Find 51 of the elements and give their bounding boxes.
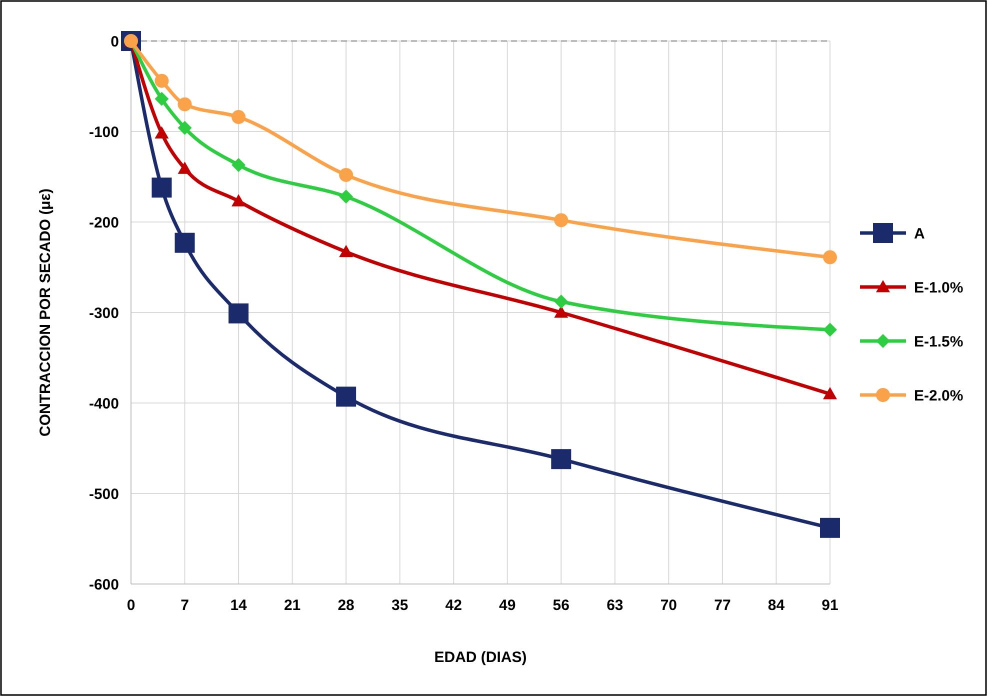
x-tick-label: 21 xyxy=(284,597,301,614)
y-tick-label: 0 xyxy=(110,33,119,50)
point xyxy=(174,232,195,253)
x-axis-title: EDAD (DIAS) xyxy=(434,649,527,666)
x-tick-label: 56 xyxy=(552,597,570,614)
point xyxy=(339,244,354,258)
x-tick-label: 70 xyxy=(660,597,678,614)
x-tick-label: 91 xyxy=(822,597,838,614)
x-tick-label: 14 xyxy=(230,597,248,614)
point xyxy=(154,74,169,88)
point xyxy=(820,518,840,538)
point xyxy=(554,294,568,309)
point xyxy=(232,110,246,124)
y-tick-label: -200 xyxy=(88,214,119,232)
x-tick-label: 35 xyxy=(392,597,408,614)
point xyxy=(154,126,169,139)
legend-label: E-1.5% xyxy=(914,333,964,350)
point xyxy=(232,158,246,172)
point xyxy=(339,190,354,204)
x-tick-label: 77 xyxy=(714,597,731,614)
x-tick-label: 28 xyxy=(338,597,354,614)
x-tick-label: 0 xyxy=(126,597,136,614)
point xyxy=(823,386,837,400)
point xyxy=(554,213,568,228)
point xyxy=(339,168,354,182)
point xyxy=(823,250,837,264)
x-tick-label: 49 xyxy=(499,597,516,614)
point xyxy=(336,386,356,407)
point xyxy=(178,97,192,112)
x-tick-label: 84 xyxy=(768,597,786,614)
legend-label: A xyxy=(914,225,925,242)
point xyxy=(551,449,572,470)
x-tick-label: 7 xyxy=(180,597,189,614)
x-tick-label: 42 xyxy=(445,597,462,614)
y-tick-label: -500 xyxy=(88,486,119,503)
point xyxy=(178,120,192,135)
point xyxy=(232,194,246,206)
point xyxy=(823,322,837,337)
y-tick-label: -300 xyxy=(88,304,119,322)
y-tick-label: -400 xyxy=(88,395,119,412)
point xyxy=(178,162,192,174)
x-tick-label: 63 xyxy=(606,597,624,614)
legend-label: E-2.0% xyxy=(914,387,964,404)
point xyxy=(554,306,568,318)
legend-label: E-1.0% xyxy=(914,279,964,296)
y-axis-title: CONTRACCION POR SECADO (με) xyxy=(37,188,54,436)
point xyxy=(154,92,169,106)
y-tick-label: -600 xyxy=(88,576,119,594)
y-tick-label: -100 xyxy=(88,124,119,141)
point xyxy=(228,303,249,324)
point xyxy=(152,178,172,198)
